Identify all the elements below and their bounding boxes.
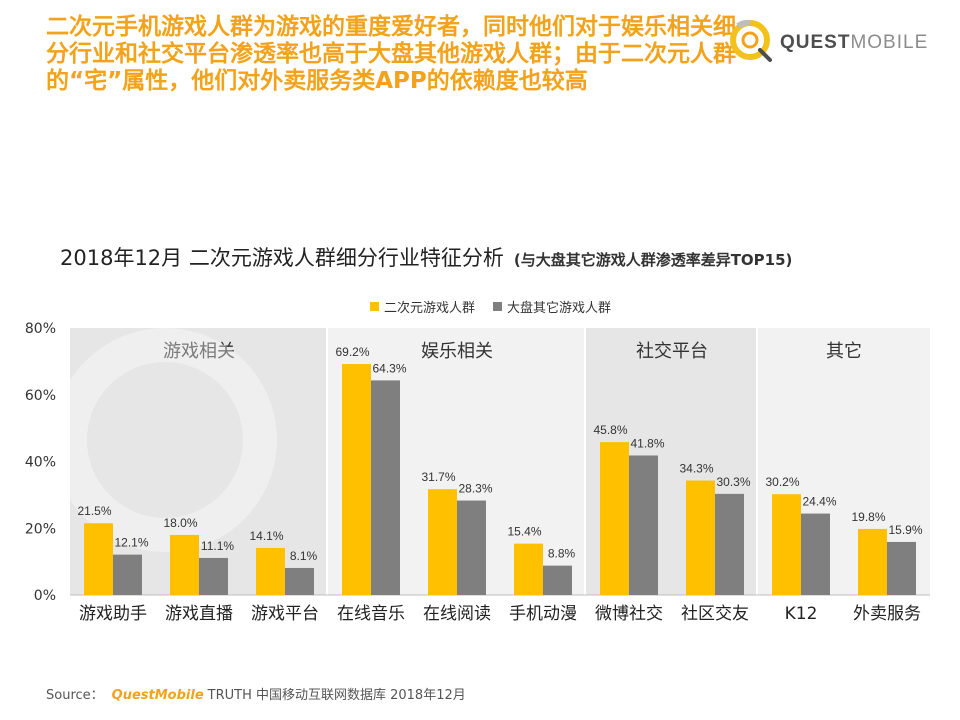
bar-series1 <box>772 494 801 595</box>
bar-series1 <box>256 547 285 595</box>
source-text: TRUTH 中国移动互联网数据库 2018年12月 <box>207 688 466 703</box>
legend-item-series2: 大盘其它游戏人群 <box>493 297 611 316</box>
legend-swatch-series2 <box>493 302 503 311</box>
bar-series1 <box>428 489 457 595</box>
data-label: 14.1% <box>249 529 283 543</box>
bar-series1 <box>514 543 543 595</box>
bar-series2 <box>629 455 658 595</box>
data-label: 41.8% <box>630 436 664 450</box>
y-tick-label: 40% <box>25 455 56 471</box>
data-label: 11.1% <box>201 539 234 553</box>
legend-swatch-series1 <box>370 302 379 311</box>
bar-series2 <box>113 554 142 595</box>
source-note: Source： QuestMobile TRUTH 中国移动互联网数据库 2018年… <box>46 684 466 703</box>
legend-label-series2: 大盘其它游戏人群 <box>507 301 612 316</box>
data-label: 15.4% <box>507 525 541 539</box>
bar-series1 <box>686 480 715 595</box>
bar-series2 <box>199 557 228 595</box>
chart-legend: 二次元游戏人群 大盘其它游戏人群 <box>370 297 611 316</box>
questmobile-logo: QUESTMOBILE <box>726 16 928 68</box>
data-label: 30.3% <box>716 475 750 489</box>
data-label: 64.3% <box>372 361 406 375</box>
x-tick-label: 手机动漫 <box>509 604 577 624</box>
source-prefix: Source： <box>46 688 104 703</box>
chart-title-text: 2018年12月 二次元游戏人群细分行业特征分析 <box>60 246 504 270</box>
x-tick-label: 在线音乐 <box>337 604 405 624</box>
data-label: 34.3% <box>679 462 713 476</box>
chart-title: 2018年12月 二次元游戏人群细分行业特征分析 (与大盘其它游戏人群渗透率差异T… <box>60 242 792 272</box>
bar-series1 <box>858 528 887 595</box>
x-tick-label: 社区交友 <box>681 604 749 624</box>
group-label: 其它 <box>826 341 862 362</box>
y-tick-label: 0% <box>34 588 56 604</box>
bar-series2 <box>285 567 314 595</box>
bar-series1 <box>84 523 113 595</box>
chart-subtitle: (与大盘其它游戏人群渗透率差异TOP15) <box>513 251 793 269</box>
x-tick-label: 游戏直播 <box>165 604 233 624</box>
data-label: 15.9% <box>888 523 922 537</box>
group-label: 游戏相关 <box>163 341 235 362</box>
x-tick-label: K12 <box>785 604 818 624</box>
bar-series2 <box>543 565 572 595</box>
data-label: 24.4% <box>802 495 836 509</box>
logo-word-mobile: MOBILE <box>850 32 929 53</box>
data-label: 31.7% <box>421 470 455 484</box>
bar-series2 <box>801 513 830 595</box>
source-brand: QuestMobile <box>111 688 204 703</box>
data-label: 18.0% <box>163 516 197 530</box>
bar-series1 <box>600 442 629 595</box>
group-label: 社交平台 <box>636 341 708 362</box>
bar-series2 <box>371 380 400 595</box>
bar-series1 <box>342 364 371 595</box>
y-tick-label: 20% <box>25 521 56 537</box>
x-tick-label: 在线阅读 <box>423 604 491 624</box>
questmobile-logo-icon <box>730 19 772 62</box>
data-label: 45.8% <box>593 423 627 437</box>
watermark <box>53 328 277 552</box>
logo-wordmark: QUESTMOBILE <box>780 32 928 54</box>
data-label: 8.8% <box>548 547 576 561</box>
bar-series1 <box>170 534 199 595</box>
data-label: 28.3% <box>458 482 492 496</box>
logo-word-quest: QUEST <box>780 32 851 53</box>
x-tick-label: 游戏助手 <box>79 604 147 624</box>
data-label: 69.2% <box>335 345 369 359</box>
legend-label-series1: 二次元游戏人群 <box>384 301 476 316</box>
data-label: 19.8% <box>851 510 885 524</box>
bar-series2 <box>457 500 486 595</box>
data-label: 12.1% <box>114 536 148 550</box>
y-tick-label: 80% <box>25 321 56 337</box>
bar-series2 <box>715 493 744 595</box>
bar-series2 <box>887 541 916 595</box>
watermark-ring <box>53 328 277 552</box>
x-tick-label: 微博社交 <box>595 604 663 624</box>
headline: 二次元手机游戏人群为游戏的重度爱好者，同时他们对于娱乐相关细分行业和社交平台渗透… <box>46 14 736 94</box>
group-label: 娱乐相关 <box>421 341 493 362</box>
data-label: 8.1% <box>290 549 318 563</box>
data-label: 30.2% <box>765 475 799 489</box>
x-tick-label: 游戏平台 <box>251 604 319 624</box>
y-tick-label: 60% <box>25 388 56 404</box>
x-tick-label: 外卖服务 <box>853 604 921 624</box>
data-label: 21.5% <box>77 504 111 518</box>
legend-item-series1: 二次元游戏人群 <box>370 297 475 316</box>
